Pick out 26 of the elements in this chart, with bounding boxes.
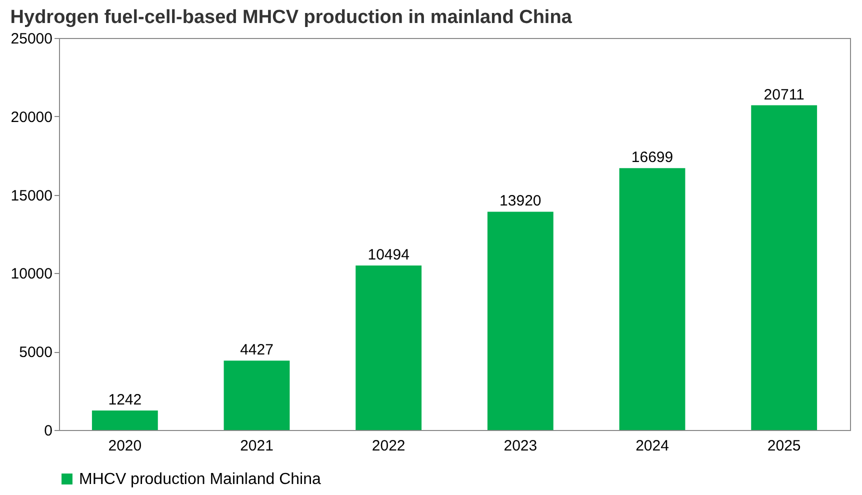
data-label: 4427 [240,342,274,359]
y-tick-label: 0 [44,422,52,440]
x-tick-label: 2021 [240,438,274,454]
data-label: 13920 [500,192,542,210]
y-tick-label: 15000 [10,187,52,204]
data-label: 1242 [108,392,142,409]
bar [751,105,818,430]
data-label: 10494 [368,246,410,264]
bar [224,360,290,430]
legend-label: MHCV production Mainland China [79,471,321,488]
bar [619,168,686,430]
x-tick-label: 2020 [108,438,142,454]
x-tick-label: 2022 [372,438,406,454]
data-label: 20711 [764,86,804,104]
y-tick-label: 20000 [10,108,52,126]
bar [92,410,158,430]
y-tick-label: 10000 [10,266,52,283]
x-tick-label: 2023 [504,438,538,454]
y-tick-label: 25000 [10,30,52,48]
data-label: 16699 [631,149,674,166]
bar [487,212,554,430]
chart-title: Hydrogen fuel-cell-based MHCV production in mainland China [10,7,572,28]
x-tick-label: 2024 [636,438,669,454]
bar [356,265,422,430]
y-tick-label: 5000 [19,344,52,362]
x-tick-label: 2025 [767,438,801,454]
